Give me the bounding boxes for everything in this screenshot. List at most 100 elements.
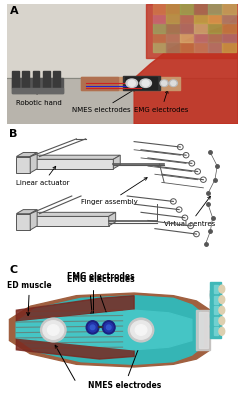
Bar <box>208 4 222 14</box>
Bar <box>180 33 194 42</box>
Bar <box>16 156 30 173</box>
Polygon shape <box>30 210 37 230</box>
Text: B: B <box>10 129 18 139</box>
Bar <box>214 285 218 293</box>
Bar <box>222 33 236 42</box>
Bar <box>16 214 30 230</box>
Bar <box>208 14 222 23</box>
Polygon shape <box>16 152 37 156</box>
Bar <box>180 42 194 52</box>
Text: ED muscle: ED muscle <box>7 281 52 316</box>
Ellipse shape <box>86 321 99 334</box>
Bar <box>153 23 166 33</box>
Bar <box>53 71 60 88</box>
Bar <box>210 325 221 338</box>
Ellipse shape <box>102 321 115 334</box>
Text: Finger assembly: Finger assembly <box>81 178 147 205</box>
Bar <box>153 42 166 52</box>
Bar <box>222 4 236 14</box>
Bar <box>146 4 238 58</box>
Bar <box>123 76 159 90</box>
Bar <box>43 71 50 88</box>
Ellipse shape <box>219 296 225 304</box>
Bar <box>222 23 236 33</box>
Bar <box>210 322 219 330</box>
Polygon shape <box>26 212 116 216</box>
Ellipse shape <box>88 323 97 332</box>
Bar <box>166 23 180 33</box>
Bar <box>194 14 208 23</box>
Polygon shape <box>16 338 134 359</box>
Text: Virtual centres: Virtual centres <box>164 196 215 227</box>
Text: NMES electrodes: NMES electrodes <box>72 89 136 113</box>
Ellipse shape <box>140 79 151 87</box>
Bar <box>210 312 219 320</box>
Bar <box>153 4 166 14</box>
Bar <box>7 78 238 124</box>
Bar <box>208 23 222 33</box>
Ellipse shape <box>135 325 147 335</box>
Ellipse shape <box>169 80 177 86</box>
Bar <box>166 14 180 23</box>
Ellipse shape <box>48 325 59 335</box>
Ellipse shape <box>219 317 225 325</box>
Ellipse shape <box>128 318 154 342</box>
Bar <box>12 88 63 93</box>
Bar <box>26 216 109 226</box>
Text: Robotic hand: Robotic hand <box>16 89 62 106</box>
Ellipse shape <box>219 327 225 335</box>
Bar <box>180 4 194 14</box>
Ellipse shape <box>162 81 167 86</box>
Bar <box>194 42 208 52</box>
Text: NMES electrodes: NMES electrodes <box>88 346 161 390</box>
Ellipse shape <box>43 321 64 339</box>
Ellipse shape <box>131 321 151 339</box>
Ellipse shape <box>90 325 95 330</box>
Ellipse shape <box>219 285 225 293</box>
Bar <box>199 312 208 348</box>
Bar <box>208 42 222 52</box>
Bar <box>210 314 221 327</box>
Ellipse shape <box>104 323 113 332</box>
Bar <box>33 71 40 88</box>
Bar <box>214 296 218 304</box>
Polygon shape <box>10 293 210 367</box>
Text: EMG electrodes: EMG electrodes <box>67 276 135 317</box>
Bar <box>166 33 180 42</box>
Polygon shape <box>30 152 37 173</box>
Polygon shape <box>16 310 192 350</box>
Bar <box>210 301 219 309</box>
Ellipse shape <box>219 306 225 314</box>
Bar <box>22 71 29 88</box>
Text: EMG electrodes: EMG electrodes <box>134 90 188 113</box>
Text: C: C <box>10 265 18 275</box>
Polygon shape <box>113 155 120 169</box>
Bar <box>210 290 219 298</box>
Text: EMG electrodes: EMG electrodes <box>67 272 135 281</box>
Bar <box>196 310 210 350</box>
Polygon shape <box>16 296 134 322</box>
Bar <box>210 293 221 306</box>
Bar <box>180 23 194 33</box>
Bar <box>222 42 236 52</box>
Text: Linear actuator: Linear actuator <box>16 166 70 186</box>
Bar <box>222 14 236 23</box>
Polygon shape <box>16 296 203 364</box>
Ellipse shape <box>126 79 138 87</box>
Text: A: A <box>10 6 18 16</box>
Bar <box>194 23 208 33</box>
Bar <box>214 317 218 325</box>
Bar <box>125 77 157 89</box>
Bar <box>166 4 180 14</box>
Ellipse shape <box>41 318 66 342</box>
Bar <box>214 327 218 335</box>
Bar <box>153 14 166 23</box>
Polygon shape <box>81 77 118 90</box>
Bar <box>153 33 166 42</box>
Bar <box>12 78 63 93</box>
Bar <box>210 304 221 317</box>
Bar <box>26 159 113 169</box>
Ellipse shape <box>106 325 111 330</box>
Polygon shape <box>81 77 180 90</box>
Bar <box>194 4 208 14</box>
